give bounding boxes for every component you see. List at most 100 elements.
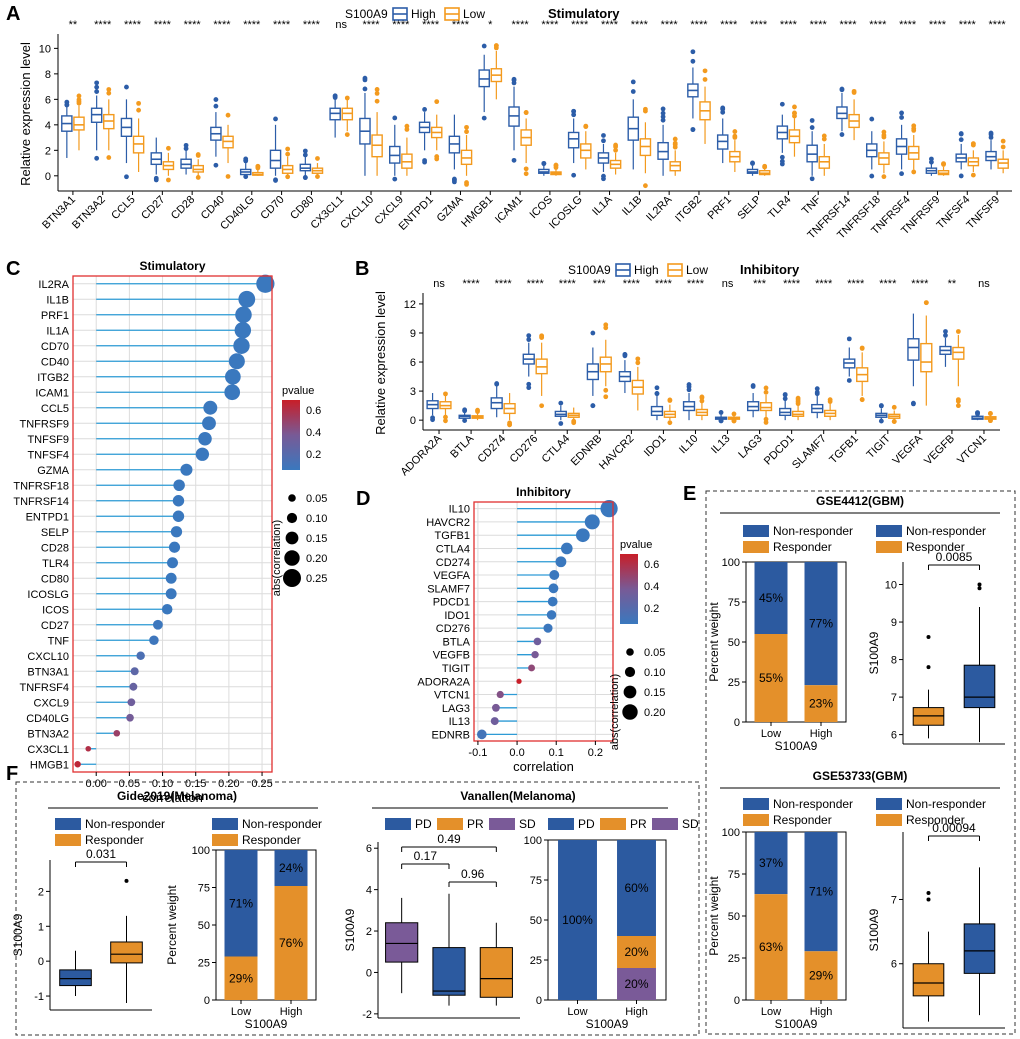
panel-b-outlier <box>686 387 692 393</box>
panel-f2-xtick-label: High <box>280 1006 303 1018</box>
panel-a-outlier <box>792 110 797 116</box>
panel-c-gene-label: TNFRSF4 <box>20 682 70 694</box>
panel-e2-ylabel: S100A9 <box>867 631 881 674</box>
panel-e1-bar-label: 45% <box>759 591 783 605</box>
panel-e4-ytick-label: 6 <box>891 959 897 971</box>
panel-f3-ytick-label: 6 <box>366 843 372 855</box>
panel-c-dot <box>85 745 92 752</box>
panel-f4-ytick-label: 50 <box>530 915 542 927</box>
panel-a-significance: ns <box>335 19 347 31</box>
panel-c-dot <box>126 713 134 722</box>
panel-a-outlier <box>344 132 350 137</box>
panel-b-outlier <box>878 418 884 424</box>
panel-f3-box <box>479 947 513 998</box>
panel-a-outlier <box>94 84 100 90</box>
panel-a-outlier <box>851 88 857 94</box>
panel-b-outlier <box>443 391 448 397</box>
panel-a-significance: **** <box>213 19 231 31</box>
panel-d-gene-label: TIGIT <box>442 663 470 675</box>
panel-c-dot <box>149 635 159 646</box>
panel-a-outlier <box>213 162 219 168</box>
panel-e1-legend-key <box>743 525 769 537</box>
panel-a-outlier <box>762 163 768 169</box>
panel-d-title: Inhibitory <box>516 485 571 499</box>
panel-f4-bar-pd <box>558 840 597 1000</box>
panel-e4-box <box>912 963 945 997</box>
panel-b-xtick-label: VEGFA <box>891 432 926 467</box>
panel-b-outlier <box>667 420 673 426</box>
panel-c-gene-label: TNFSF4 <box>27 449 69 461</box>
panel-c-xtick-label: 0.20 <box>218 778 239 790</box>
panel-e4-outlier <box>926 891 931 896</box>
legend-title: S100A9 <box>345 7 388 21</box>
panel-e3-bar-responder <box>804 951 838 1000</box>
panel-b-ytick-label: 0 <box>410 415 416 427</box>
panel-b-outlier <box>763 389 769 395</box>
panel-f4-ytick-label: 25 <box>530 955 542 967</box>
panel-b-significance: **** <box>687 278 705 290</box>
panel-d-size-label: 0.20 <box>644 707 665 719</box>
panel-a-outlier <box>106 155 112 160</box>
panel-f4-legend-label: PR <box>630 817 647 831</box>
panel-e4-ytick-label: 7 <box>891 894 897 906</box>
panel-e3-ytick-label: 100 <box>722 827 740 839</box>
panel-f2-ytick-label: 75 <box>198 883 210 895</box>
panel-a-xtick-label: CD80 <box>288 194 316 222</box>
panel-b-outlier <box>635 356 641 362</box>
panel-c-dot <box>233 337 250 354</box>
panel-f3-ylabel: S100A9 <box>343 908 357 951</box>
panel-b-outlier <box>763 385 769 391</box>
panel-a-outlier <box>94 155 100 161</box>
panel-d-xtick-label: -0.1 <box>468 747 487 759</box>
panel-f2-ylabel: Percent weight <box>165 885 179 965</box>
panel-d-dot <box>584 514 600 530</box>
panel-a-outlier <box>970 142 976 148</box>
panel-f2-bar-nonresponder <box>224 850 258 957</box>
panel-e1-bar-label: 55% <box>759 671 783 685</box>
panel-b-outlier <box>763 420 769 425</box>
panel-a-outlier <box>839 132 845 137</box>
panel-a-outlier <box>690 58 696 64</box>
panel-a-outlier <box>166 177 171 183</box>
panel-c-gene-label: CD70 <box>41 341 69 353</box>
panel-b-outlier <box>667 397 673 403</box>
panel-d-dot <box>533 637 542 646</box>
panel-e-dashed-frame <box>705 490 1016 1035</box>
panel-a-outlier <box>702 68 708 74</box>
panel-a-outlier <box>511 76 517 82</box>
panel-a-outlier <box>690 49 696 55</box>
panel-a-outlier <box>899 171 904 177</box>
panel-a-xtick-label: HMGB1 <box>459 194 495 230</box>
panel-b-outlier <box>943 333 948 338</box>
panel-d-gene-label: BTLA <box>442 636 470 648</box>
panel-f3-box <box>432 947 466 996</box>
panel-f4-bar-label: 20% <box>624 977 648 991</box>
panel-a-outlier <box>183 146 189 151</box>
panel-b-ytick-label: 6 <box>410 357 416 369</box>
panel-b-significance: ns <box>978 278 990 290</box>
panel-f2-bar-label: 24% <box>279 861 303 875</box>
panel-d-xlabel: correlation <box>513 759 574 774</box>
panel-d-xtick-label: 0.0 <box>509 747 524 759</box>
panel-c-dot <box>168 541 181 553</box>
panel-a-significance: **** <box>929 19 947 31</box>
panel-a-outlier <box>881 174 887 180</box>
panel-c-gene-label: BTN3A1 <box>27 666 69 678</box>
panel-b-outlier <box>846 378 852 383</box>
panel-c-gene-label: CD80 <box>41 573 69 585</box>
panel-e4-ylabel: S100A9 <box>867 908 881 951</box>
panel-a-significance: **** <box>303 19 321 31</box>
panel-f2-legend-key <box>212 818 238 830</box>
panel-a-significance: **** <box>452 19 470 31</box>
panel-e4-pvalue: 0.00094 <box>932 821 976 835</box>
panel-a-significance: **** <box>899 19 917 31</box>
panel-a-outlier <box>302 175 308 180</box>
panel-a-outlier <box>601 176 606 182</box>
panel-a-outlier <box>434 99 440 105</box>
panel-e1-title: GSE4412(GBM) <box>816 494 904 508</box>
panel-c-dot <box>195 447 210 461</box>
panel-e2-legend-label: Responder <box>906 540 965 554</box>
panel-d-dot <box>548 583 559 594</box>
panel-f2-bar-label: 76% <box>279 936 303 950</box>
panel-d-gene-label: EDNRB <box>431 729 470 741</box>
